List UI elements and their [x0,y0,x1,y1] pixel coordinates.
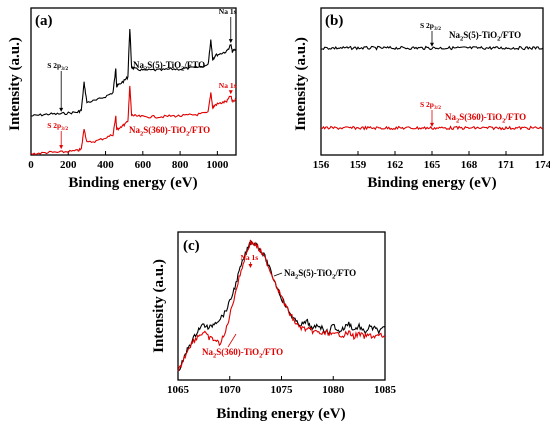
panel-b-legend-black: Na2S(5)-TiO2/FTO [449,30,521,43]
panel-c-legend-black: Na2S(5)-TiO2/FTO [284,268,356,281]
panel-a-x-tick-label: 1000 [206,159,229,171]
panel-c-x-tick-label: 1070 [219,384,242,396]
panel-c-x-tick-label: 1065 [167,384,190,396]
panel-c-x-tick-label: 1075 [271,384,294,396]
panel-a-frame [30,7,237,156]
panel-b-letter: (b) [325,13,343,29]
panel-a-s2p-arrow-red-head [59,145,64,150]
panel-a-y-axis-title: Intensity (a.u.) [7,37,23,131]
panel-b-y-axis-title: Intensity (a.u.) [293,37,309,131]
panel-a-legend-black: Na2S(5)-TiO2/FTO [133,60,205,73]
panel-a-letter: (a) [35,13,53,29]
panel-c-x-axis-title: Binding energy (eV) [216,406,345,422]
panel-a-annotations: Na 1s Na 1s S 2p3/2 S 2p3/2 Na2S(5)-TiO2/FTO… [47,7,237,150]
panel-b-x-tick-label: 168 [461,159,478,171]
panel-a-x-tick-label: 800 [172,159,189,171]
panel-a-x-axis-title: Binding energy (eV) [68,175,197,191]
panel-b-legend-red: Na2S(360)-TiO2/FTO [445,112,526,125]
panel-c-x-tick-label: 1085 [374,384,397,396]
panel-c-lines [177,239,386,372]
panel-b-x-tick-label: 171 [498,159,515,171]
panel-b-x-tick-label: 156 [313,159,330,171]
panel-c-x-tick-label: 1080 [322,384,345,396]
panel-b-x-tick-label: 174 [535,159,550,171]
panel-a-series-1-line [30,85,237,156]
panel-b-x-tick-label: 165 [424,159,441,171]
panel-a-na1s-label-black: Na 1s [219,7,237,16]
panel-a: (a) 0 200 400 600 800 1000 Na 1s Na 1s S 2p3/2 S… [7,7,237,191]
panel-a-legend-red: Na2S(360)-TiO2/FTO [129,125,210,138]
panel-c-annotations: Na 1s Na2S(5)-TiO2/FTO Na2S(360)-TiO2/FTO [202,253,356,360]
panel-c-legend-black-pointer [273,272,283,277]
panel-b-s2p-arrow-black-head [430,42,434,47]
panel-a-s2p-label-red: S 2p3/2 [47,121,68,132]
panel-b-s2p-arrow-red-head [430,122,434,127]
panel-c-y-axis-title: Intensity (a.u.) [151,259,167,353]
panel-c-series-0-line [177,240,386,372]
panel-b-series-1-line [320,125,544,131]
panel-a-na1s-arrow-red-head [228,90,233,95]
panel-a-lines [30,28,237,156]
panel-c: (c) 1065 1070 1075 1080 1085 Na 1s Na2S(5)-Ti… [151,231,397,422]
panel-b-series-0-line [320,45,544,51]
panel-b-x-tick-label: 162 [387,159,404,171]
panel-b-lines [320,45,544,131]
panel-c-series-1-line [177,239,386,372]
panel-c-legend-red-pointer [227,333,237,348]
panel-b-s2p-label-black: S 2p3/2 [420,21,441,32]
panel-a-series-0-line [31,28,237,117]
panel-a-x-tick-label: 400 [97,159,114,171]
panel-c-frame [177,231,386,381]
panel-a-x-tick-label: 0 [28,159,34,171]
panel-c-legend-red: Na2S(360)-TiO2/FTO [202,347,283,360]
panel-a-na1s-arrow-black-head [228,39,233,44]
panel-c-letter: (c) [183,238,200,254]
panel-a-s2p-label-black: S 2p3/2 [47,61,68,72]
panel-b-x-ticks: 156 159 162 165 168 171 174 [313,151,550,171]
panel-a-x-tick-label: 200 [60,159,77,171]
panel-b: (b) 156 159 162 165 168 171 174 S 2p3/2S 2p3/2… [293,7,550,191]
panel-a-x-tick-label: 600 [135,159,152,171]
panel-b-s2p-label-red: S 2p3/2 [420,100,441,111]
panel-c-na1s-arrow-head [248,264,253,268]
panel-b-x-axis-title: Binding energy (eV) [367,175,496,191]
panel-a-na1s-label-red: Na 1s [219,81,237,90]
panel-c-x-ticks: 1065 1070 1075 1080 1085 [167,376,397,396]
panel-c-na1s-label: Na 1s [240,253,258,262]
panel-b-annotations: S 2p3/2 S 2p3/2 Na2S(5)-TiO2/FTO Na2S(360)-… [420,21,526,127]
panel-a-x-ticks: 0 200 400 600 800 1000 [28,151,229,171]
panel-a-s2p-arrow-black-head [59,107,64,112]
panel-b-x-tick-label: 159 [350,159,367,171]
